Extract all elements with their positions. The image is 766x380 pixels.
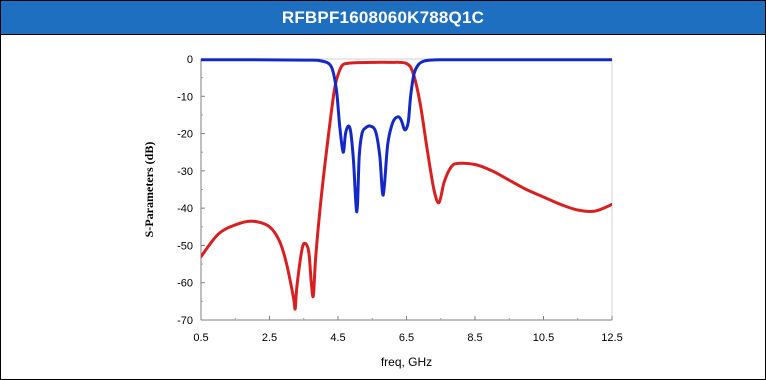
chart-header: RFBPF1608060K788Q1C [1, 1, 765, 35]
red-series-line [201, 60, 612, 311]
x-tick-label: 4.5 [330, 332, 345, 344]
x-tick-label: 2.5 [262, 332, 277, 344]
y-tick-label: -60 [177, 278, 193, 290]
y-tick-label: -40 [177, 203, 193, 215]
y-tick-label: -70 [177, 315, 193, 327]
x-tick-label: 12.5 [601, 332, 622, 344]
plot-axes [200, 58, 613, 321]
x-tick-label: 6.5 [399, 332, 414, 344]
x-tick-label: 8.5 [467, 332, 482, 344]
x-tick-label: 10.5 [533, 332, 554, 344]
chart-title: RFBPF1608060K788Q1C [281, 7, 485, 27]
x-tick-label: 0.5 [193, 332, 208, 344]
plot-series [201, 58, 612, 311]
y-tick-label: -20 [177, 129, 193, 141]
y-tick-label: -30 [177, 166, 193, 178]
plot-labels: 0 -10 -20 -30 -40 -50 -60 -700.5 2.5 4.5 6.5 8.5 10.… [142, 54, 623, 369]
blue-series-line [201, 58, 612, 214]
y-tick-label: -50 [177, 240, 193, 252]
x-axis-title: freq, GHz [381, 355, 432, 369]
y-tick-label: -10 [177, 91, 193, 103]
y-tick-label: 0 [187, 54, 193, 66]
y-axis-title: S-Parameters (dB) [142, 142, 156, 238]
